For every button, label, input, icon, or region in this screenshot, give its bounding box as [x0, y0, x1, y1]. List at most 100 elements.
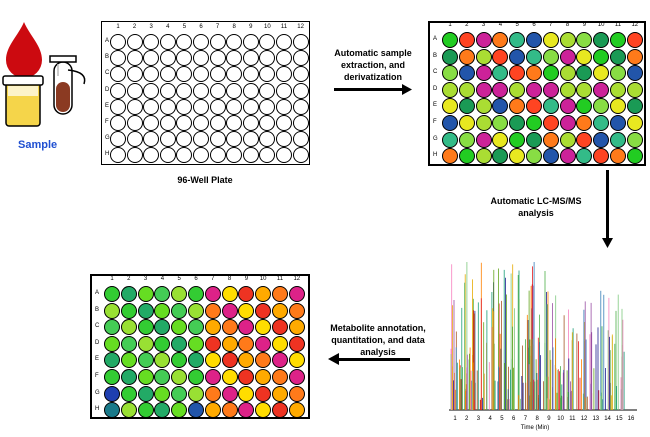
plate-row-label: G [433, 135, 438, 142]
chromatogram-tick-label: 9 [547, 416, 551, 422]
plate-well [193, 147, 209, 164]
plate-well [593, 65, 610, 82]
plate-well [255, 335, 272, 352]
plate-well [475, 115, 492, 131]
plate-well [509, 115, 526, 131]
chromatogram-xlabel: Time (Min) [520, 425, 550, 431]
plate-column-label: 7 [215, 24, 220, 30]
plate-well [238, 286, 255, 302]
plate-column-label: 6 [194, 276, 198, 282]
plate-well [221, 319, 238, 336]
plate-row-label: C [95, 323, 100, 330]
plate-well [259, 131, 276, 148]
plate-column-label: 5 [182, 24, 187, 30]
chromatogram-tick-label: 14 [604, 416, 611, 422]
plate-well [193, 34, 209, 50]
plate-column-label: 8 [565, 22, 570, 28]
plate-well [509, 65, 526, 82]
plate-well [143, 50, 160, 67]
plate-well [209, 147, 226, 164]
plate-well [242, 66, 259, 83]
plate-well [288, 352, 305, 369]
plate-column-label: 2 [127, 276, 131, 282]
plate-well [137, 385, 154, 402]
plate-column-label: 3 [143, 276, 148, 282]
plate-well [576, 98, 593, 115]
plate-well [509, 98, 526, 115]
plate-well [288, 335, 305, 352]
plate-well [492, 148, 509, 165]
plate-well [259, 115, 276, 131]
plate-well [176, 98, 193, 115]
plate-well [626, 65, 643, 82]
plate-well [610, 115, 626, 131]
plate-well [193, 66, 209, 83]
plate-well [458, 148, 475, 165]
plate-well [171, 286, 188, 302]
plate-well [126, 82, 143, 99]
plate-well [143, 98, 160, 115]
result-96-well-plate: 1 2 3 4 5 6 7 8 9 10 11 12 A B C D E F G H [90, 274, 310, 419]
plate-well [171, 385, 188, 402]
plate-well [526, 115, 542, 131]
plate-well [259, 98, 276, 115]
plate-well [276, 98, 292, 115]
plate-well [272, 286, 288, 302]
plate-well [154, 385, 171, 402]
plate-well [442, 81, 458, 98]
sample-label: Sample [18, 139, 58, 151]
plate-well [272, 352, 288, 369]
plate-well [475, 65, 492, 82]
plate-well [204, 402, 221, 419]
plate-row-label: E [433, 102, 438, 109]
plate-well [559, 48, 576, 65]
plate-well [259, 82, 276, 99]
plate-column-label: 9 [582, 22, 587, 28]
plate-well [204, 385, 221, 402]
plate-column-label: 10 [264, 24, 271, 30]
plate-well [526, 148, 542, 165]
chromatogram-tick-label: 15 [616, 416, 623, 422]
plate-well [255, 319, 272, 336]
plate-well [492, 115, 509, 131]
plate-well [226, 82, 243, 99]
plate-column-label: 5 [177, 276, 181, 282]
plate-well [159, 34, 176, 50]
plate-well [176, 82, 193, 99]
plate-row-label: H [433, 152, 438, 159]
plate-well [255, 402, 272, 419]
plate-well [226, 98, 243, 115]
plate-row-label: A [95, 290, 100, 296]
plate-well [242, 147, 259, 164]
blood-drop-icon [6, 22, 42, 78]
plate-well [126, 98, 143, 115]
plate-well [193, 98, 209, 115]
plate-well [193, 131, 209, 148]
plate-well [120, 402, 137, 419]
plate-well [188, 352, 204, 369]
plate-well [176, 147, 193, 164]
plate-well [159, 147, 176, 164]
plate-well [143, 147, 160, 164]
plate-well [492, 98, 509, 115]
plate-well [259, 34, 276, 50]
plate-well [593, 48, 610, 65]
plate-well [276, 50, 292, 67]
plate-well [238, 352, 255, 369]
plate-well [238, 369, 255, 385]
plate-well [475, 32, 492, 48]
plate-column-label: 11 [614, 22, 622, 28]
plate-well [104, 402, 120, 419]
plate-well [288, 369, 305, 385]
plate-well [226, 34, 243, 50]
plate-well [188, 286, 204, 302]
plate-well [593, 115, 610, 131]
plate-well [255, 286, 272, 302]
plate-well [226, 147, 243, 164]
plate-well [188, 319, 204, 336]
plate-well [159, 131, 176, 148]
plate-well [509, 48, 526, 65]
plate-well [204, 302, 221, 319]
plate-well [120, 302, 137, 319]
plate-well [176, 34, 193, 50]
